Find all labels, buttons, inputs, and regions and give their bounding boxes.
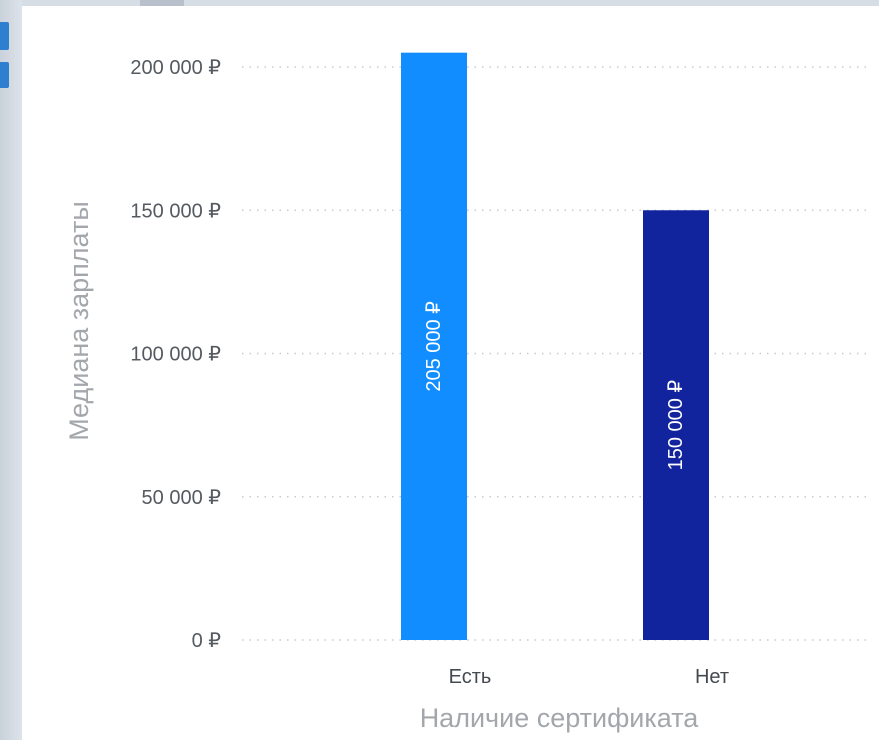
y-tick-label: 0 ₽	[192, 630, 222, 652]
panel-tab-marker[interactable]	[0, 22, 9, 50]
y-tick-label: 100 000 ₽	[130, 344, 221, 366]
bar-yes[interactable]	[401, 52, 467, 641]
y-tick-label: 150 000 ₽	[130, 200, 221, 222]
x-axis-categories: Есть Нет	[449, 666, 729, 688]
y-axis-ticks: 0 ₽ 50 000 ₽ 100 000 ₽ 150 000 ₽ 200 000 ₽	[130, 57, 221, 652]
y-tick-label: 200 000 ₽	[130, 57, 221, 79]
panel-tab-marker[interactable]	[0, 62, 9, 88]
bars: 205 000 ₽ 150 000 ₽	[401, 52, 709, 641]
left-panel-strip	[0, 0, 22, 740]
y-tick-label: 50 000 ₽	[142, 487, 222, 509]
top-panel-strip	[22, 0, 879, 6]
y-axis-title: Медиана зарплаты	[64, 201, 94, 440]
x-category-label: Нет	[695, 666, 729, 688]
top-tab-marker[interactable]	[140, 0, 184, 6]
chart-visual[interactable]: 0 ₽ 50 000 ₽ 100 000 ₽ 150 000 ₽ 200 000 ₽ 2…	[22, 6, 879, 740]
gridlines	[242, 66, 868, 641]
x-axis-title: Наличие сертификата	[420, 703, 700, 733]
bar-no[interactable]	[643, 210, 709, 640]
bar-chart: 0 ₽ 50 000 ₽ 100 000 ₽ 150 000 ₽ 200 000 ₽ 2…	[64, 52, 868, 733]
x-category-label: Есть	[449, 666, 492, 688]
bar-data-label: 205 000 ₽	[423, 301, 445, 392]
bar-data-label: 150 000 ₽	[665, 380, 687, 471]
